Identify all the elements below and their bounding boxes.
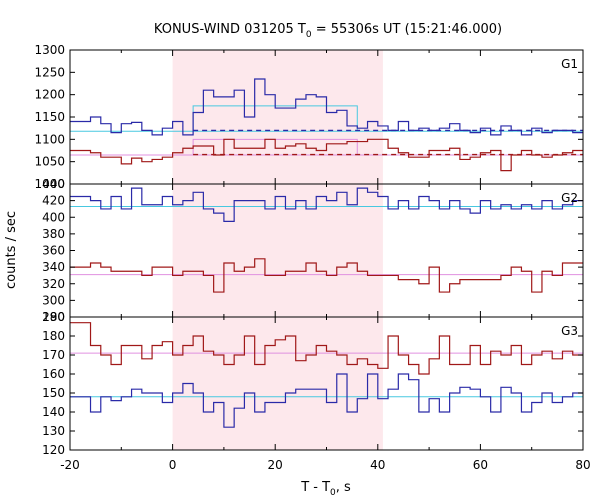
panel-g2-ytick-label: 280 xyxy=(42,310,65,324)
burst-interval-shade xyxy=(172,50,383,450)
x-tick-label: -20 xyxy=(60,458,80,472)
chart-title-sub: 0 xyxy=(306,30,312,40)
chart-title-rest: = 55306s UT (15:21:46.000) xyxy=(312,22,502,37)
panel-g1-ytick-label: 1200 xyxy=(34,88,65,102)
panel-g1-label: G1 xyxy=(561,57,578,71)
panel-g3-ytick-label: 150 xyxy=(42,386,65,400)
x-axis-label-main: T - T xyxy=(300,480,330,495)
panel-g3-ytick-label: 120 xyxy=(42,443,65,457)
panel-g1-ytick-label: 1050 xyxy=(34,155,65,169)
panel-g2-ytick-label: 340 xyxy=(42,260,65,274)
x-tick-label: 80 xyxy=(575,458,590,472)
panel-g3-ytick-label: 170 xyxy=(42,348,65,362)
panel-g3-ytick-label: 180 xyxy=(42,329,65,343)
panel-g1-series-blue xyxy=(70,78,583,136)
panel-g2-ytick-label: 360 xyxy=(42,244,65,258)
panel-g2-ytick-label: 400 xyxy=(42,210,65,224)
x-axis-label-rest: , s xyxy=(336,480,351,495)
panel-g2-series-blue xyxy=(70,187,583,223)
x-tick-label: 0 xyxy=(169,458,177,472)
panel-g1-ytick-label: 1000 xyxy=(34,177,65,191)
panel-g1-ytick-label: 1100 xyxy=(34,132,65,146)
panel-g3-label: G3 xyxy=(561,324,578,338)
x-axis-label: T - T0, s xyxy=(300,480,351,498)
panel-g2-label: G2 xyxy=(561,191,578,205)
panel-g2-ytick-label: 420 xyxy=(42,194,65,208)
panel-g1-ytick-label: 1150 xyxy=(34,110,65,124)
panels-layer: 1000105011001150120012501300G12803003203… xyxy=(34,43,590,472)
panel-g2-series-red xyxy=(70,258,583,293)
panel-g1: 1000 1050 1100 1150 1200 1250 1300 G1 xyxy=(34,43,584,191)
y-axis-label: counts / sec xyxy=(4,211,19,289)
x-tick-label: 40 xyxy=(370,458,385,472)
panel-g3: 120 130 140 150 160 170 180 190 G3 xyxy=(42,310,584,457)
panel-g2: 280 300 320 340 360 380 400 420 440 G2 xyxy=(42,177,584,324)
x-tick-label: 60 xyxy=(473,458,488,472)
panel-g1-ytick-label: 1300 xyxy=(34,43,65,57)
panel-g3-ytick-label: 190 xyxy=(42,310,65,324)
panel-g3-ytick-label: 160 xyxy=(42,367,65,381)
chart-title: KONUS-WIND 031205 T0 = 55306s UT (15:21:… xyxy=(154,22,502,40)
panel-g3-series-red xyxy=(70,322,583,375)
panel-g1-ytick-label: 1250 xyxy=(34,65,65,79)
x-axis-label-sub: 0 xyxy=(330,488,336,498)
panel-g3-ytick-label: 130 xyxy=(42,424,65,438)
panel-g2-ytick-label: 300 xyxy=(42,293,65,307)
panel-g3-series-blue xyxy=(70,373,583,428)
panel-g2-ytick-label: 380 xyxy=(42,227,65,241)
panel-g2-ytick-label: 440 xyxy=(42,177,65,191)
chart-title-main: KONUS-WIND 031205 T xyxy=(154,22,306,37)
x-tick-label: 20 xyxy=(268,458,283,472)
panel-g3-ytick-label: 140 xyxy=(42,405,65,419)
panel-g2-ytick-label: 320 xyxy=(42,277,65,291)
panel-g1-series-red xyxy=(70,138,583,172)
